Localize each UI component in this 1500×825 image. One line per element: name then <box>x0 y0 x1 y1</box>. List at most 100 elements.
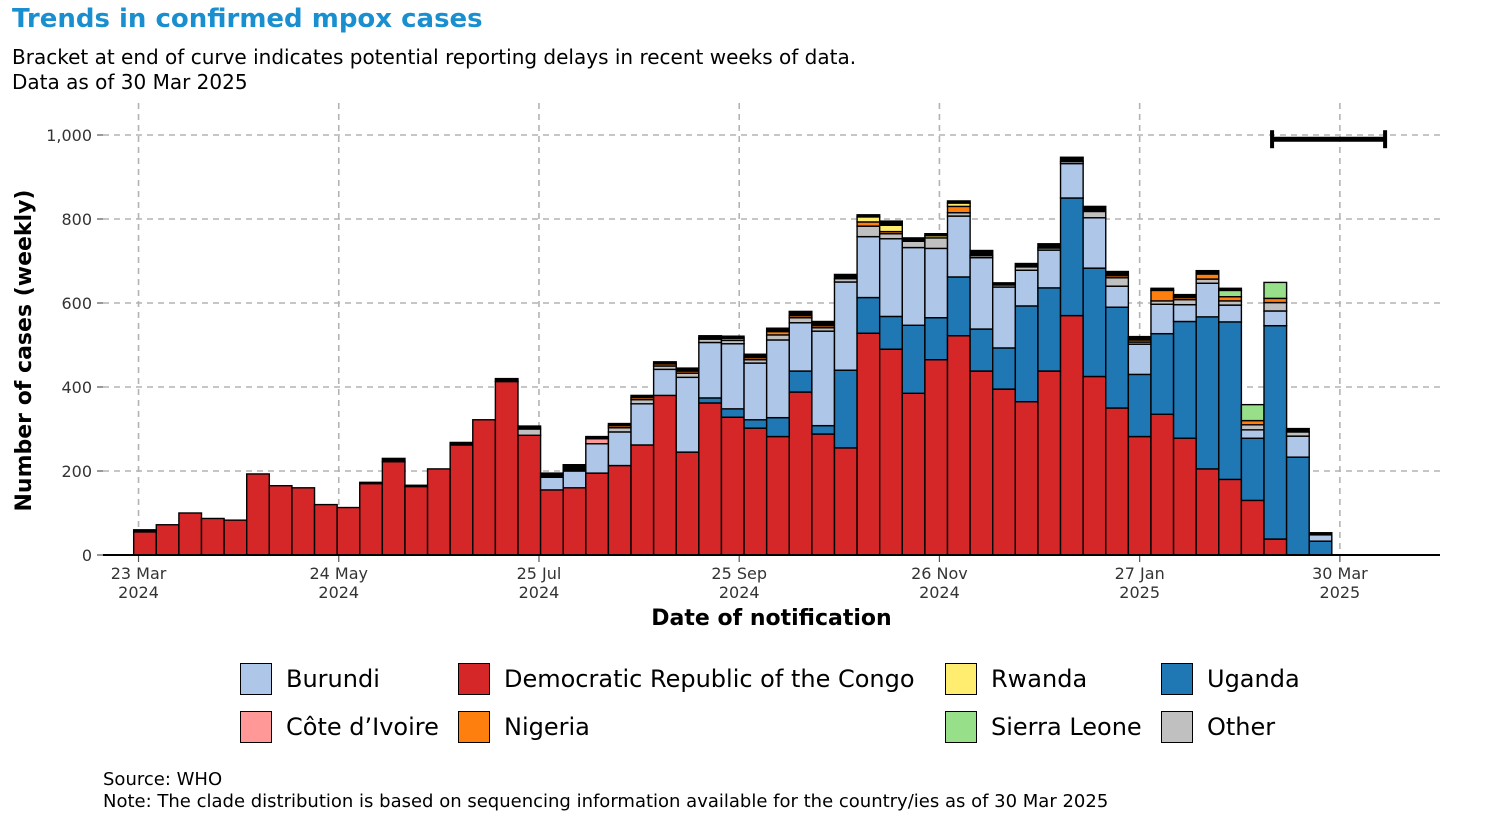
bar-segment-uganda <box>1285 456 1310 556</box>
chart-subtitle: Bracket at end of curve indicates potent… <box>12 45 856 95</box>
x-tick-label: 27 Jan <box>1115 564 1165 583</box>
legend-swatch <box>1161 711 1193 743</box>
bar-segment-democratic-republic-of-the-congo <box>1240 499 1265 556</box>
legend-label: Other <box>1207 713 1276 741</box>
bar-segment-democratic-republic-of-the-congo <box>675 451 700 556</box>
bar-segment-unspecified <box>1150 287 1175 292</box>
bar-segment-unspecified <box>1172 293 1197 299</box>
bar-segment-burundi <box>924 247 949 319</box>
legend-label: Burundi <box>286 665 380 693</box>
legend-swatch <box>240 711 272 743</box>
bar-segment-unspecified <box>1308 532 1333 536</box>
bar-segment-democratic-republic-of-the-congo <box>426 468 451 556</box>
bar-segment-uganda <box>1218 321 1243 481</box>
bar-segment-uganda <box>856 296 881 334</box>
bar-segment-democratic-republic-of-the-congo <box>607 464 632 556</box>
x-tick-label: 2024 <box>919 583 960 602</box>
bar-segment-unspecified <box>1105 270 1130 277</box>
x-tick-label: 30 Mar <box>1312 564 1368 583</box>
legend-label: Rwanda <box>991 665 1088 693</box>
legend-label: Democratic Republic of the Congo <box>504 665 915 693</box>
bar-segment-democratic-republic-of-the-congo <box>788 391 813 556</box>
legend-item: Other <box>1161 711 1275 743</box>
bar-segment-democratic-republic-of-the-congo <box>1172 437 1197 556</box>
y-tick-label: 800 <box>61 210 92 229</box>
bar-segment-democratic-republic-of-the-congo <box>494 380 519 556</box>
chart-legend: Burundi Democratic Republic of the Congo R… <box>240 663 1340 759</box>
legend-item: Democratic Republic of the Congo <box>458 663 915 695</box>
bar-segment-unspecified <box>1218 287 1243 292</box>
bar-segment-other <box>878 232 903 240</box>
bar-segment-democratic-republic-of-the-congo <box>969 370 994 556</box>
bar-segment-unspecified <box>359 481 384 485</box>
bar-segment-democratic-republic-of-the-congo <box>200 517 225 556</box>
bar-segment-burundi <box>765 339 790 419</box>
bar-segment-burundi <box>1240 429 1265 439</box>
bar-segment-burundi <box>1308 534 1333 542</box>
bar-segment-uganda <box>924 317 949 361</box>
bar-segment-burundi <box>630 403 655 446</box>
x-axis-title: Date of notification <box>651 606 891 631</box>
bar-segment-unspecified <box>539 472 564 479</box>
y-tick-label: 200 <box>61 462 92 481</box>
legend-item: Rwanda <box>945 663 1087 695</box>
bar-segment-uganda <box>833 369 858 449</box>
bar-segment-democratic-republic-of-the-congo <box>1037 370 1062 556</box>
bar-segment-burundi <box>878 238 903 318</box>
bar-segment-burundi <box>1218 304 1243 323</box>
bar-segment-burundi <box>585 443 610 474</box>
bar-segment-burundi <box>901 246 926 326</box>
bar-segment-other <box>1172 298 1197 306</box>
legend-label: Sierra Leone <box>991 713 1142 741</box>
bar-segment-other <box>1082 210 1107 219</box>
bar-segment-uganda <box>698 397 723 404</box>
bar-segment-unspecified <box>652 361 677 365</box>
bar-segment-nigeria <box>1150 289 1175 302</box>
x-tick-label: 25 Sep <box>711 564 767 583</box>
x-tick-label: 2024 <box>118 583 159 602</box>
bar-segment-democratic-republic-of-the-congo <box>833 447 858 556</box>
bar-segment-burundi <box>856 235 881 299</box>
bar-segment-democratic-republic-of-the-congo <box>924 359 949 556</box>
bar-segment-unspecified <box>833 273 858 280</box>
legend-item: Côte d’Ivoire <box>240 711 439 743</box>
bar-segment-unspecified <box>1059 156 1084 163</box>
bar-segment-unspecified <box>449 441 474 446</box>
reporting-delay-bracket <box>1270 130 1388 149</box>
bar-segment-unspecified <box>1082 205 1107 213</box>
bar-segment-nigeria <box>946 205 971 214</box>
bar-segment-democratic-republic-of-the-congo <box>878 348 903 556</box>
bar-segment-unspecified <box>992 282 1017 286</box>
legend-swatch <box>1161 663 1193 695</box>
bar-segment-uganda <box>1082 267 1107 378</box>
bar-segment-democratic-republic-of-the-congo <box>743 427 768 556</box>
bar-segment-sierra-leone <box>1218 289 1243 298</box>
bar-segment-unspecified <box>924 232 949 237</box>
bar-segment-democratic-republic-of-the-congo <box>720 416 745 556</box>
bar-segment-burundi <box>652 368 677 397</box>
bar-segment-burundi <box>1150 303 1175 335</box>
bar-segment-democratic-republic-of-the-congo <box>246 473 271 556</box>
bar-segment-other <box>901 240 926 249</box>
x-tick-label: 2024 <box>519 583 560 602</box>
chart-footer: Source: WHO Note: The clade distribution… <box>103 769 1108 813</box>
bar-segment-unspecified <box>720 335 745 339</box>
bar-segment-unspecified <box>698 335 723 339</box>
bar-segment-unspecified <box>381 457 406 463</box>
bar-segment-uganda <box>811 424 836 435</box>
bar-segment-unspecified <box>630 394 655 399</box>
bar-segment-burundi <box>833 281 858 371</box>
x-tick-label: 2024 <box>318 583 359 602</box>
bar-segment-uganda <box>1263 324 1288 540</box>
bar-segment-democratic-republic-of-the-congo <box>223 519 248 556</box>
bar-segment-uganda <box>765 416 790 438</box>
bar-segment-democratic-republic-of-the-congo <box>946 335 971 556</box>
bar-segment-burundi <box>720 343 745 410</box>
bar-segment-rwanda <box>856 216 881 223</box>
bar-segment-democratic-republic-of-the-congo <box>517 434 542 556</box>
bar-segment-burundi <box>1127 343 1152 376</box>
bar-segment-other <box>788 317 813 324</box>
y-axis-title: Number of cases (weekly) <box>12 190 37 512</box>
bar-segment-burundi <box>675 376 700 453</box>
bar-segment-other <box>765 334 790 341</box>
